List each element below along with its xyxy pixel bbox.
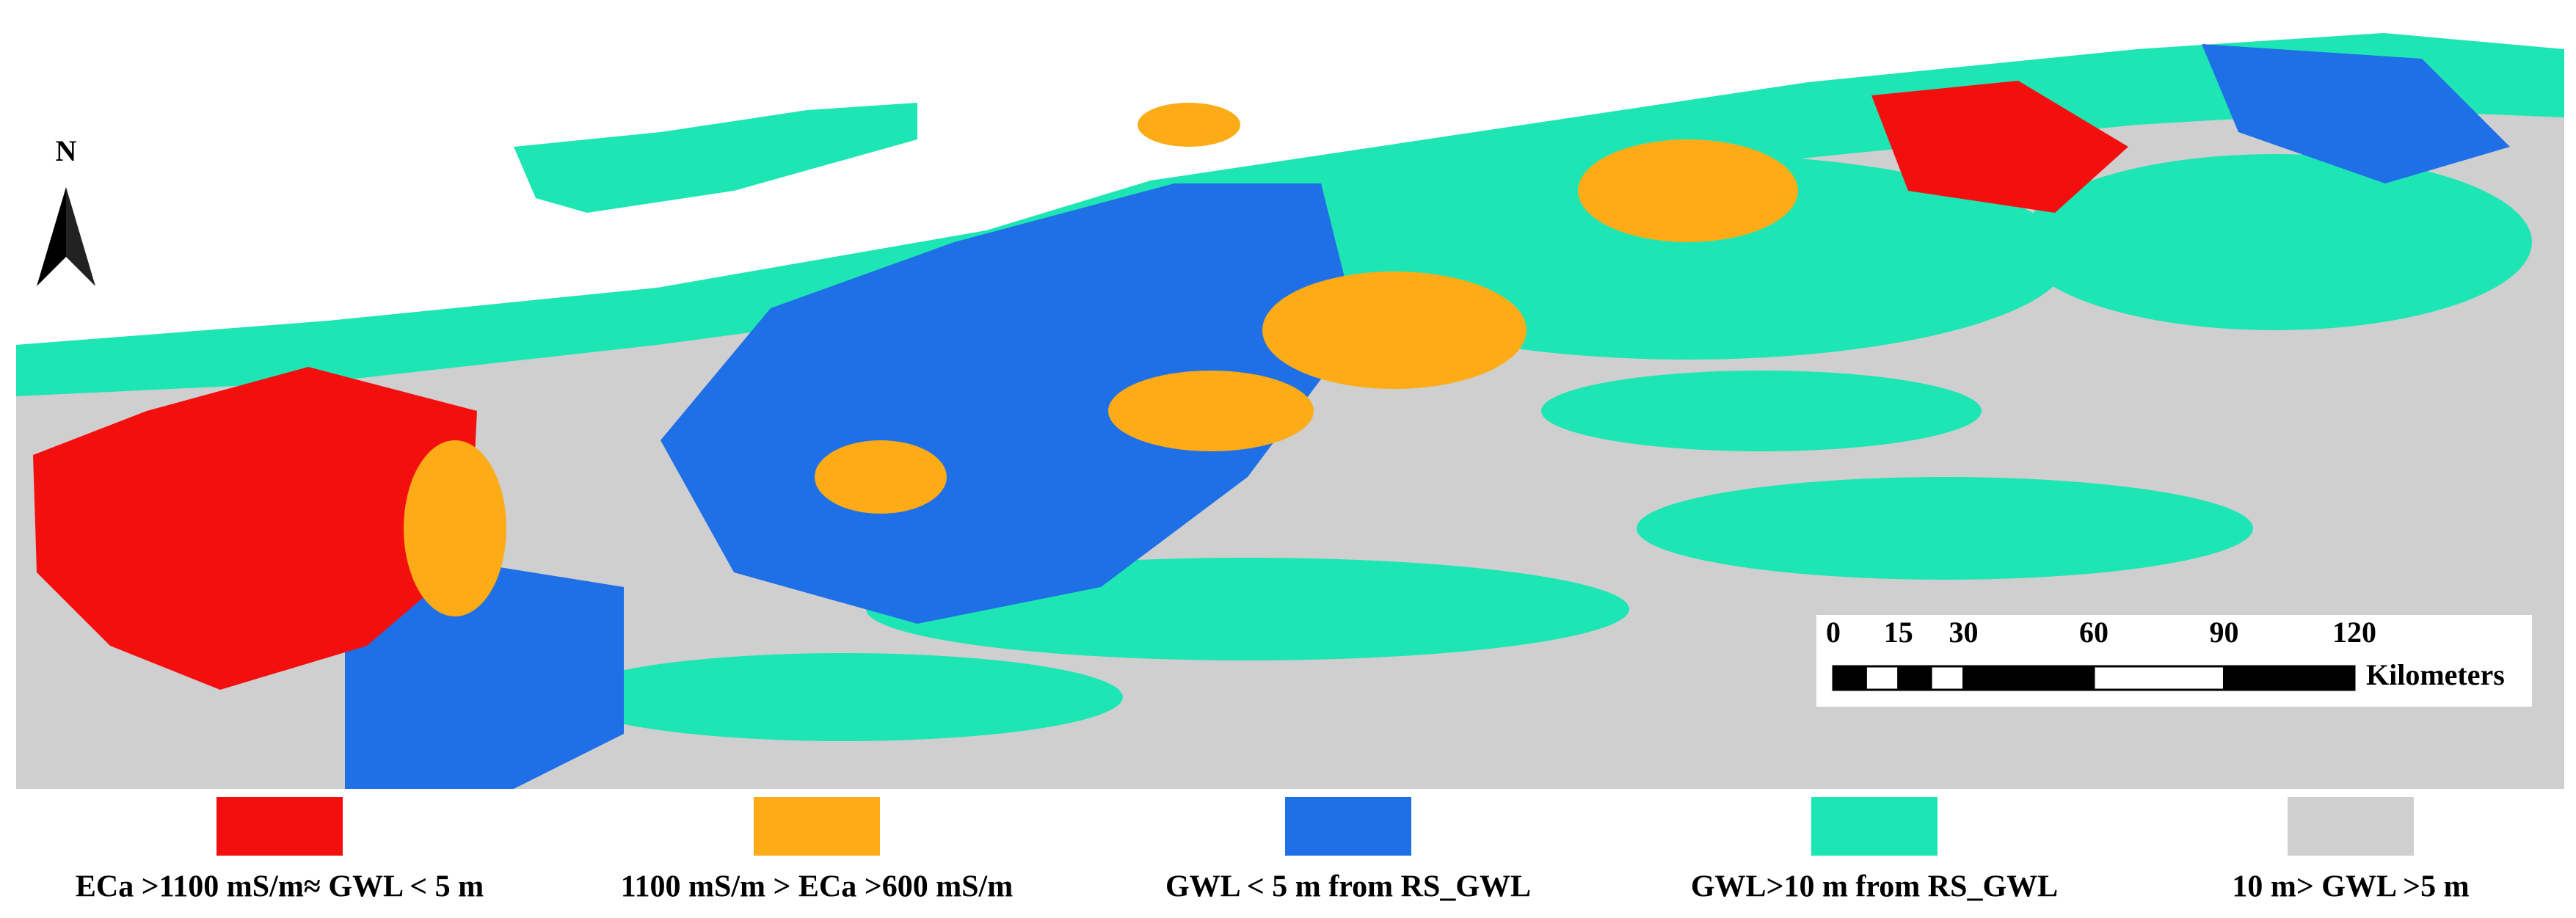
red-area	[1871, 81, 2128, 213]
legend-label: ECa >1100 mS/m≈ GWL < 5 m	[76, 870, 484, 904]
scale-segment	[1864, 665, 1900, 691]
blue-area	[2202, 44, 2510, 183]
scale-tick-label: 30	[1949, 616, 1979, 649]
legend-swatch	[2288, 797, 2414, 856]
orange-area	[1108, 371, 1314, 451]
orange-area	[1262, 272, 1527, 389]
cyan-area	[1637, 477, 2253, 580]
scale-unit: Kilometers	[2366, 658, 2505, 691]
scale-segment	[1962, 665, 2095, 691]
map	[16, 33, 2564, 789]
cyan-area	[2018, 154, 2532, 330]
red-area	[33, 367, 477, 690]
scale-tick-label: 120	[2332, 616, 2376, 649]
scale-box	[1816, 615, 2532, 707]
orange-area	[404, 440, 506, 616]
legend-swatch	[1285, 797, 1411, 856]
legend-swatch	[217, 797, 343, 856]
scale-tick-label: 90	[2210, 616, 2239, 649]
scale-bar: 0 15 30 60 90 120 Kilometers	[1816, 615, 2532, 707]
orange-area	[1138, 103, 1240, 147]
legend-label: GWL < 5 m from RS_GWL	[1165, 870, 1531, 904]
cyan-area	[565, 653, 1123, 741]
blue-area	[661, 183, 1358, 624]
north-arrow: N	[37, 134, 95, 286]
scale-tick-label: 0	[1826, 616, 1841, 649]
north-label: N	[56, 134, 77, 167]
orange-area	[1578, 139, 1798, 242]
legend-label: GWL>10 m from RS_GWL	[1691, 870, 2058, 904]
scale-segment	[1832, 665, 1867, 691]
arrow-right	[66, 187, 95, 286]
scale-segment	[2092, 665, 2225, 691]
legend-swatch	[754, 797, 880, 856]
cyan-area	[1541, 371, 1982, 451]
blue-area	[345, 558, 624, 789]
island	[514, 103, 917, 213]
arrow-left	[37, 187, 66, 286]
legend-label: 1100 mS/m > ECa >600 mS/m	[621, 870, 1013, 904]
legend: ECa >1100 mS/m≈ GWL < 5 m 1100 mS/m > ECa…	[76, 797, 2470, 904]
scale-segment	[1929, 665, 1965, 691]
orange-area	[815, 440, 947, 514]
scale-segment	[1897, 665, 1932, 691]
legend-label: 10 m> GWL >5 m	[2232, 870, 2469, 904]
scale-tick-label: 60	[2079, 616, 2109, 649]
scale-tick-label: 15	[1884, 616, 1913, 649]
scale-segment	[2223, 665, 2356, 691]
legend-swatch	[1811, 797, 1938, 856]
